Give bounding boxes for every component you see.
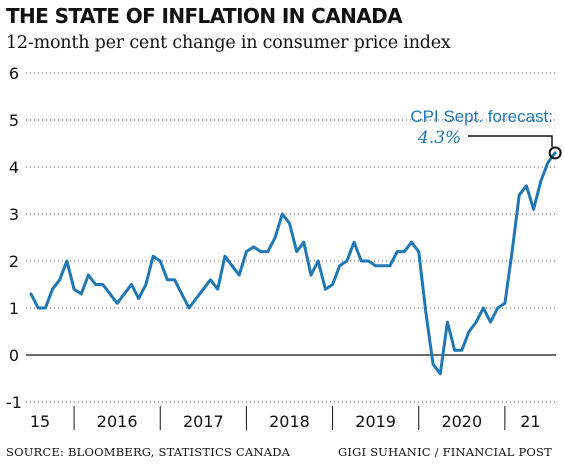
forecast-value: 4.3%: [417, 128, 461, 148]
forecast-label: CPI Sept. forecast:: [410, 107, 553, 126]
source-note: SOURCE: BLOOMBERG, STATISTICS CANADA: [6, 445, 291, 459]
series-group: [29, 151, 557, 376]
x-tick-label: 2016: [97, 412, 138, 431]
forecast-annotation: CPI Sept. forecast: 4.3%: [410, 107, 562, 160]
x-tick-label: 21: [520, 412, 540, 431]
annotation-leader: [468, 135, 553, 147]
chart-title: THE STATE OF INFLATION IN CANADA: [6, 4, 403, 28]
x-tick-label: 2018: [269, 412, 310, 431]
x-tick-label: 2020: [441, 412, 482, 431]
y-axis-ticks: 6 5 4 3 2 1 0 -1: [6, 64, 22, 412]
chart-subtitle: 12-month per cent change in consumer pri…: [6, 33, 451, 53]
y-tick-label: 3: [9, 205, 19, 224]
y-tick-label: 6: [9, 64, 19, 83]
y-tick-label: 5: [9, 111, 19, 130]
forecast-marker: [548, 146, 562, 160]
y-tick-label: 1: [9, 299, 19, 318]
y-tick-label: 2: [9, 252, 19, 271]
x-tick-label: 15: [30, 412, 50, 431]
x-tick-label: 2019: [355, 412, 396, 431]
credit-note: GIGI SUHANIC / FINANCIAL POST: [337, 445, 552, 459]
x-axis-ticks: 15 2016 2017 2018 2019 2020 21: [30, 406, 541, 431]
x-tick-label: 2017: [183, 412, 224, 431]
y-tick-label: 4: [9, 158, 19, 177]
y-tick-label: 0: [9, 346, 19, 365]
y-tick-label: -1: [6, 393, 22, 412]
cpi-line: [29, 151, 557, 376]
gridlines: [26, 72, 556, 403]
